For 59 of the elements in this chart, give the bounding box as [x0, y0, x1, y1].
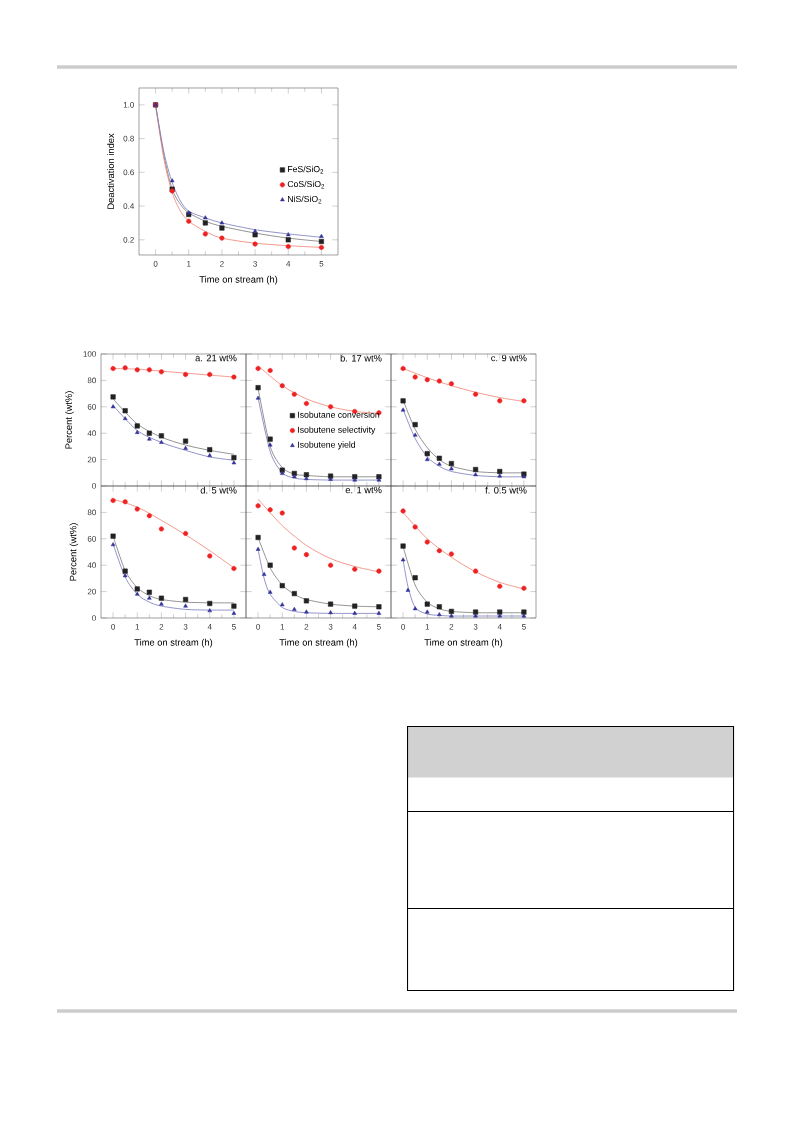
x-tick-label: 1 [187, 261, 191, 267]
x-tick-label: 3 [253, 261, 257, 267]
legend-label: NiS/SiO$_{2}$ [288, 195, 322, 204]
chart-title: c. 9 wt% [491, 354, 527, 362]
x-tick-label: 4 [352, 624, 357, 630]
y-tick-label: 40 [87, 562, 96, 569]
chart-title: b. 17 wt% [340, 354, 382, 362]
y-tick-label: 1.0 [123, 102, 134, 108]
x-tick-label: 1 [280, 624, 285, 630]
y-axis-title: Percent (wt%) [69, 523, 79, 581]
legend-label: Isobutane conversion [298, 411, 380, 418]
y-axis-title: Deactivation index [107, 133, 115, 209]
legend-label: CoS/SiO$_{2}$ [287, 180, 325, 189]
legend-label: Isobutene yield [298, 441, 356, 450]
x-tick-label: 3 [328, 624, 333, 630]
x-tick-label: 0 [401, 624, 405, 630]
legend-label: Isobutene selectivity [298, 426, 376, 435]
chart-title: a. 21 wt% [195, 354, 237, 362]
y-tick-label: 20 [87, 588, 96, 595]
x-axis-title: Time on stream (h) [199, 275, 278, 285]
y-axis-title: Percent (wt%) [65, 391, 74, 449]
y-tick-label: 100 [83, 351, 96, 357]
x-tick-label: 1 [425, 624, 430, 630]
x-tick-label: 2 [304, 624, 309, 630]
x-tick-label: 2 [449, 624, 454, 630]
y-tick-label: 80 [87, 509, 96, 516]
x-tick-label: 5 [232, 624, 236, 630]
chart-title: e. 1 wt% [345, 486, 382, 494]
chart-title: d. 5 wt% [200, 486, 237, 494]
y-tick-label: 0.2 [123, 236, 134, 243]
x-tick-label: 0 [153, 261, 158, 267]
x-tick-label: 4 [207, 624, 212, 630]
x-tick-label: 1 [135, 624, 140, 630]
x-tick-label: 3 [473, 624, 478, 630]
y-tick-label: 20 [87, 456, 96, 463]
y-tick-label: 0.8 [123, 135, 134, 142]
y-tick-label: 60 [87, 403, 96, 410]
x-tick-label: 5 [319, 261, 324, 267]
x-tick-label: 4 [286, 261, 291, 267]
y-tick-label: 80 [87, 377, 96, 384]
x-tick-label: 3 [183, 624, 188, 630]
x-tick-label: 5 [377, 624, 381, 630]
x-axis-title: Time on stream (h) [279, 638, 358, 648]
x-tick-label: 0 [111, 624, 115, 630]
y-tick-label: 0.4 [123, 203, 135, 209]
x-tick-label: 2 [220, 261, 224, 267]
x-tick-label: 2 [159, 624, 164, 630]
chart-title: f. 0.5 wt% [485, 486, 527, 494]
x-tick-label: 4 [497, 624, 502, 630]
y-tick-label: 0 [92, 483, 96, 489]
x-tick-label: 5 [522, 624, 526, 630]
y-tick-label: 0 [92, 615, 96, 621]
x-tick-label: 0 [256, 624, 260, 630]
legend-label: FeS/SiO$_{2}$ [288, 165, 324, 174]
x-axis-title: Time on stream (h) [424, 638, 503, 648]
x-axis-title: Time on stream (h) [134, 638, 213, 648]
y-tick-label: 0.6 [123, 169, 134, 176]
y-tick-label: 60 [87, 535, 96, 542]
y-tick-label: 40 [87, 430, 96, 437]
